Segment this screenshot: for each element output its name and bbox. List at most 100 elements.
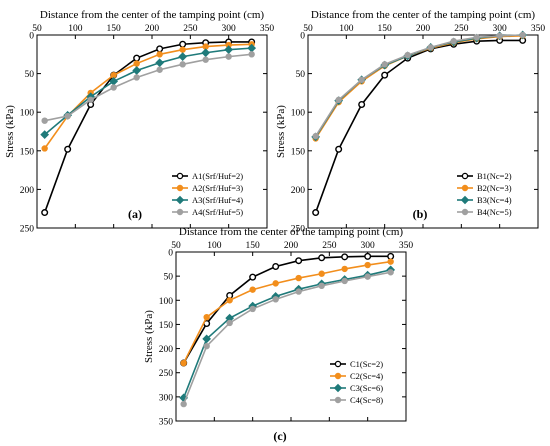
data-point	[87, 96, 94, 104]
legend: C1(Sc=2) C2(Sc=4) C3(Sc=6) C4(Sc=8)	[330, 359, 383, 405]
x-tick-label: 150	[378, 24, 393, 34]
data-point	[335, 145, 343, 153]
data-point	[64, 145, 72, 153]
x-tick-label: 350	[260, 24, 275, 34]
y-tick-label: 250	[291, 225, 306, 235]
data-point	[226, 297, 233, 304]
data-point	[519, 31, 526, 39]
y-tick-label: 150	[159, 321, 174, 331]
data-point	[496, 32, 503, 39]
y-tick-label: 100	[291, 109, 306, 119]
chart-title: Distance from the center of the tamping …	[40, 9, 265, 21]
data-point	[155, 58, 165, 68]
data-point	[133, 60, 140, 67]
x-tick-label: 350	[399, 241, 414, 251]
legend-label-3: B3(Nc=4)	[477, 195, 512, 205]
x-tick-label: 300	[493, 24, 508, 34]
y-tick-label: 150	[20, 147, 35, 157]
data-point	[358, 100, 366, 108]
x-tick-label: 350	[531, 24, 546, 34]
data-point	[387, 269, 394, 276]
y-tick-label: 300	[159, 393, 174, 403]
series-line-3	[314, 34, 523, 138]
legend-swatch-marker	[176, 172, 184, 180]
legend-swatch-marker	[176, 184, 184, 192]
data-point	[203, 313, 210, 321]
data-point	[226, 319, 233, 327]
data-point	[249, 305, 256, 313]
y-axis-label: Stress (kPa)	[275, 105, 287, 158]
data-point	[295, 257, 303, 265]
legend-swatch-marker	[334, 360, 342, 368]
data-point	[364, 273, 371, 280]
y-tick-label: 100	[20, 109, 35, 119]
data-point	[156, 45, 164, 53]
legend-label-2: B2(Nc=3)	[477, 183, 512, 193]
data-point	[110, 84, 117, 91]
x-tick-label: 300	[222, 24, 237, 34]
data-point	[272, 262, 280, 270]
y-tick-label: 200	[20, 186, 35, 196]
legend-label-4: A4(Srf/Huf=5)	[192, 207, 243, 217]
y-tick-label: 250	[159, 369, 174, 379]
data-point	[133, 74, 140, 81]
data-point	[364, 261, 371, 269]
legend: B1(Nc=2) B2(Nc=3) B3(Nc=4) B4(Nc=5)	[457, 171, 512, 217]
legend-label-4: B4(Nc=5)	[477, 207, 512, 217]
legend-label-3: A3(Srf/Huf=4)	[192, 195, 243, 205]
data-point	[203, 342, 210, 350]
data-point	[249, 286, 256, 293]
legend-swatch-marker	[461, 184, 469, 192]
data-point	[180, 400, 187, 408]
panel-label: (a)	[128, 207, 142, 221]
data-point	[179, 40, 187, 48]
series-line-2	[182, 260, 391, 364]
data-point	[40, 130, 50, 139]
data-point	[318, 270, 325, 277]
data-point	[41, 117, 48, 124]
data-point	[41, 209, 49, 217]
data-point	[179, 61, 186, 68]
x-tick-label: 200	[145, 24, 160, 34]
data-point	[132, 66, 142, 75]
data-point	[404, 51, 411, 59]
legend-swatch-marker	[460, 195, 470, 205]
x-tick-label: 300	[361, 241, 376, 251]
legend-swatch-marker	[334, 396, 342, 404]
data-point	[341, 277, 348, 285]
y-tick-label: 0	[168, 249, 173, 259]
data-point	[381, 71, 389, 79]
y-tick-label: 0	[29, 32, 34, 42]
legend-swatch-marker	[461, 208, 469, 216]
data-point	[201, 48, 211, 58]
series-line-4	[182, 271, 391, 405]
y-tick-label: 50	[164, 273, 174, 283]
series-line-4	[44, 53, 252, 122]
series-line-1	[43, 41, 252, 213]
data-point	[224, 45, 234, 55]
y-tick-label: 0	[300, 32, 305, 42]
data-point	[387, 258, 394, 265]
data-point	[318, 254, 326, 262]
data-point	[387, 252, 395, 260]
data-point	[272, 280, 279, 287]
data-point	[318, 282, 325, 289]
chart-panel-b: Distance from the center of the tamping …	[275, 9, 545, 235]
legend-label-2: A2(Srf/Huf=3)	[192, 183, 243, 193]
chart-panel-a: Distance from the center of the tamping …	[4, 9, 274, 235]
y-tick-label: 100	[159, 297, 174, 307]
data-point	[64, 112, 71, 120]
x-tick-label: 150	[107, 24, 122, 34]
legend-label-1: A1(Srf/Huf=2)	[192, 171, 243, 181]
chart-panel-c: Distance from the center of the tamping …	[143, 226, 413, 443]
x-tick-label: 50	[32, 24, 42, 34]
data-point	[312, 209, 320, 217]
x-tick-label: 250	[322, 241, 337, 251]
data-point	[312, 132, 319, 140]
legend-swatch-marker	[461, 172, 469, 180]
series-line-4	[314, 34, 523, 137]
y-tick-label: 50	[296, 70, 306, 80]
data-point	[295, 274, 302, 282]
data-point	[156, 51, 163, 58]
